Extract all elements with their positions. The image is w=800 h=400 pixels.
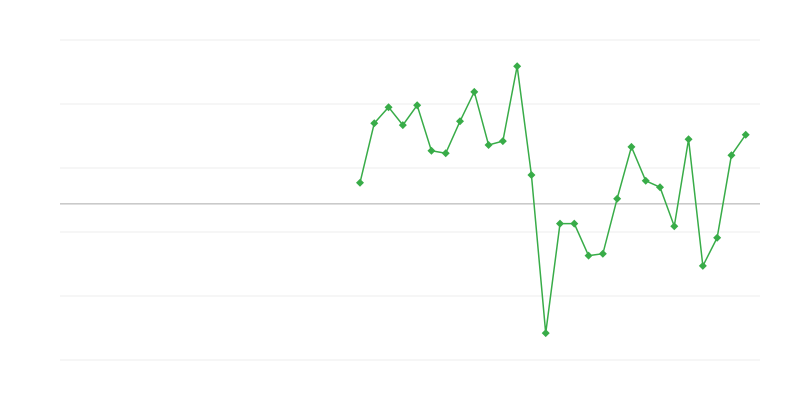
series-line: [359, 66, 747, 334]
data-point: [441, 149, 450, 158]
data-point: [527, 171, 536, 180]
data-point: [698, 261, 707, 270]
data-point: [627, 142, 636, 151]
data-point: [684, 135, 693, 144]
data-point: [570, 219, 579, 228]
data-point: [456, 117, 464, 126]
data-point: [498, 137, 507, 146]
data-point: [656, 183, 664, 192]
data-point: [484, 140, 493, 149]
data-point: [427, 146, 436, 155]
data-point: [641, 176, 650, 185]
data-point: [384, 103, 393, 112]
data-point: [670, 222, 679, 231]
data-point: [470, 87, 479, 96]
data-point: [413, 101, 422, 110]
data-point: [541, 329, 550, 338]
data-point: [584, 251, 593, 260]
data-point: [741, 130, 750, 139]
data-point: [727, 151, 736, 160]
data-point: [513, 62, 522, 71]
data-point: [713, 233, 722, 242]
data-point: [598, 249, 607, 258]
data-point: [370, 119, 379, 128]
data-point: [356, 178, 364, 187]
data-point: [613, 194, 622, 203]
data-point: [398, 121, 407, 130]
data-point: [556, 219, 564, 228]
